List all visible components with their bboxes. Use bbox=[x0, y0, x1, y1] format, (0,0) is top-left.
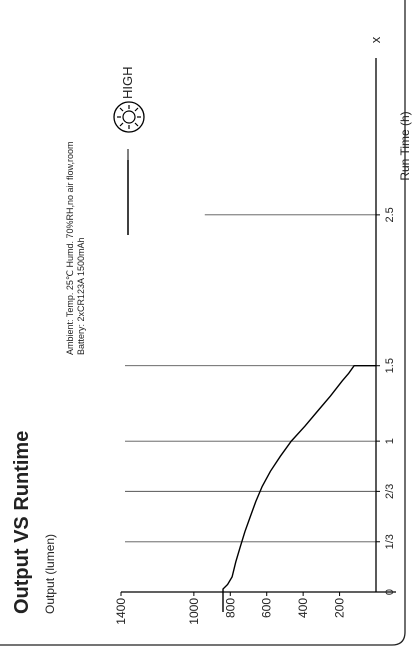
y-tick-label-4: 800 bbox=[223, 598, 237, 618]
legend: HIGH bbox=[114, 67, 144, 236]
y-tick-label-2: 400 bbox=[296, 598, 310, 618]
y-tick-label-6: 1400 bbox=[114, 598, 128, 625]
y-axis-label: Output (lumen) bbox=[43, 534, 57, 614]
chart-border bbox=[0, 0, 405, 645]
y-tick-label-3: 600 bbox=[260, 598, 274, 618]
series-layer bbox=[223, 366, 376, 612]
x-tick-label-0: 0 bbox=[384, 589, 396, 595]
x-tick-label-1: 1/3 bbox=[384, 534, 396, 549]
x-tick-label-3: 1 bbox=[384, 438, 396, 444]
y-tick-label-5: 1000 bbox=[187, 598, 201, 625]
y-tick-label-1: 200 bbox=[333, 598, 347, 618]
grid-layer bbox=[125, 215, 376, 542]
series-line-0 bbox=[223, 366, 376, 612]
ambient-note: Ambient: Temp. 25℃ Humd. 70%RH,no air fl… bbox=[65, 141, 75, 355]
x-tick-label-5: 2.5 bbox=[384, 207, 396, 222]
battery-note: Battery: 2xCR123A 1500mAh bbox=[76, 237, 86, 355]
x-tick-label-2: 2/3 bbox=[384, 484, 396, 499]
axes-layer bbox=[121, 64, 396, 592]
chart-title: Output VS Runtime bbox=[11, 431, 33, 614]
x-axis-arrow-label: x bbox=[368, 36, 383, 43]
x-tick-label-4: 1.5 bbox=[384, 358, 396, 373]
legend-label-high: HIGH bbox=[120, 67, 135, 100]
bulb-icon bbox=[114, 102, 144, 132]
ticks-layer: 0 1/3 2/3 1 1.5 2.5 200 400 600 800 1000 1400 bbox=[114, 58, 396, 625]
x-axis-label: Run Time (h) bbox=[398, 111, 412, 180]
